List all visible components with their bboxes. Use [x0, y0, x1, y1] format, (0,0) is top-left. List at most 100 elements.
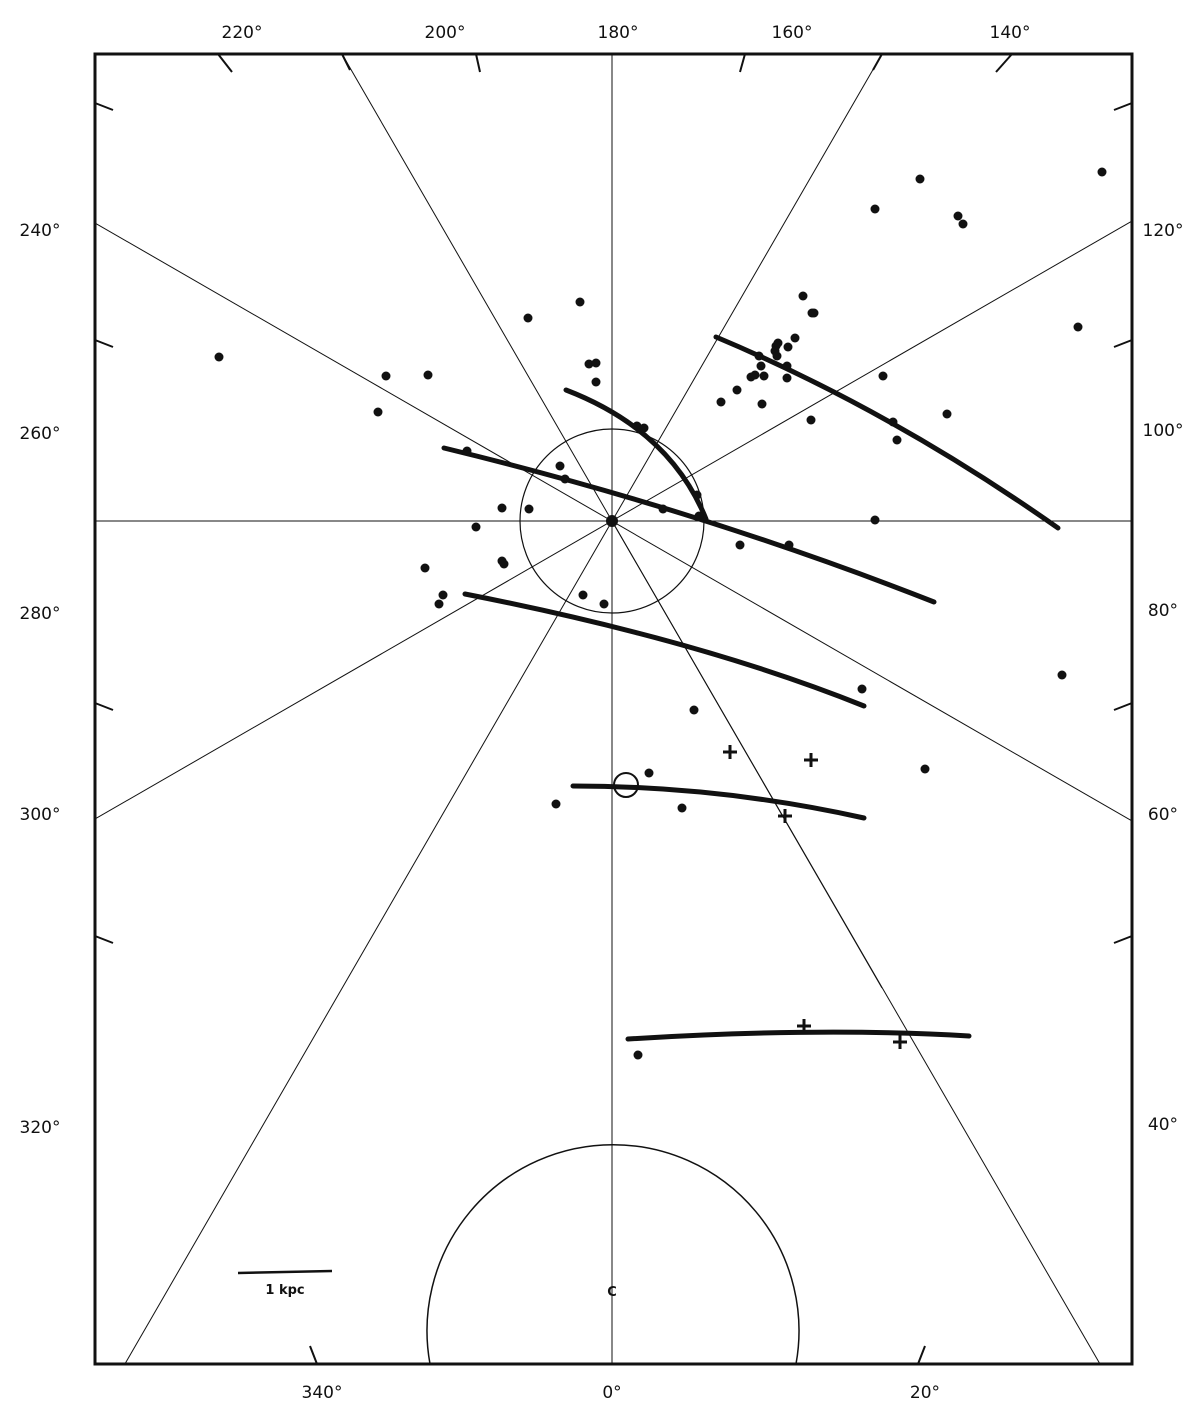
right-longitude-labels: 120° 100° 80° 60° 40°: [1143, 221, 1184, 1135]
object-dot: [784, 540, 794, 550]
radial-line-150-330: [124, 54, 883, 1364]
open-circle-marker: [613, 772, 639, 798]
object-dot: [870, 204, 880, 214]
object-dot: [773, 338, 783, 348]
object-dot: [523, 313, 533, 323]
object-dot: [420, 563, 430, 573]
object-dot: [782, 361, 792, 371]
right-label-80: 80°: [1148, 601, 1178, 621]
top-label-140: 140°: [990, 23, 1031, 43]
object-dots: [214, 167, 1107, 1060]
arm-segment-scutum: [625, 1029, 972, 1042]
radial-line-30-ext: [611, 520, 1101, 1364]
object-dot: [551, 799, 561, 809]
cross-marker: [804, 753, 818, 767]
object-dot: [373, 407, 383, 417]
object-dot: [857, 684, 867, 694]
scale-bar-label: 1 kpc: [265, 1283, 304, 1298]
object-dot: [633, 1050, 643, 1060]
object-dot: [806, 415, 816, 425]
object-dot: [783, 342, 793, 352]
radial-longitude-lines: [95, 54, 1132, 1364]
object-dot: [689, 705, 699, 715]
cross-marker: [893, 1035, 907, 1049]
object-dot: [658, 504, 668, 514]
object-dot: [591, 377, 601, 387]
object-dot: [497, 503, 507, 513]
top-label-200: 200°: [425, 23, 466, 43]
arm-segment-outer: [713, 334, 1061, 531]
object-dot: [1057, 670, 1067, 680]
left-label-260: 260°: [20, 424, 61, 444]
bottom-longitude-labels: 340° 0° 20°: [302, 1383, 941, 1403]
left-label-320: 320°: [20, 1118, 61, 1138]
object-dot: [750, 370, 760, 380]
object-dot: [870, 515, 880, 525]
object-dot: [632, 421, 642, 431]
cross-marker: [723, 745, 737, 759]
object-dot: [677, 803, 687, 813]
right-label-60: 60°: [1148, 805, 1178, 825]
object-dot: [434, 599, 444, 609]
object-dot: [471, 522, 481, 532]
object-dot: [555, 461, 565, 471]
cross-marker: [797, 1019, 811, 1033]
right-label-120: 120°: [1143, 221, 1184, 241]
sun-marker: [606, 515, 618, 527]
left-label-280: 280°: [20, 604, 61, 624]
object-dot: [639, 423, 649, 433]
object-dot: [584, 359, 594, 369]
object-dot: [942, 409, 952, 419]
cross-markers: [723, 745, 907, 1049]
arm-segment-sagittarius: [570, 783, 867, 821]
object-dot: [644, 768, 654, 778]
bottom-label-0: 0°: [602, 1383, 621, 1403]
object-dot: [790, 333, 800, 343]
object-dot: [798, 291, 808, 301]
left-label-300: 300°: [20, 805, 61, 825]
top-longitude-labels: 220° 200° 180° 160° 140°: [222, 23, 1031, 43]
object-dot: [591, 358, 601, 368]
object-dot: [575, 297, 585, 307]
object-dot: [214, 352, 224, 362]
object-dot: [560, 474, 570, 484]
map-frame: [93, 52, 1134, 1366]
top-label-220: 220°: [222, 23, 263, 43]
object-dot: [462, 446, 472, 456]
scale-bar: [237, 1269, 333, 1275]
object-dot: [732, 385, 742, 395]
spiral-arm-segments: [441, 334, 1061, 1042]
object-dot: [958, 219, 968, 229]
top-label-160: 160°: [772, 23, 813, 43]
object-dot: [694, 511, 704, 521]
cross-marker: [778, 809, 792, 823]
object-dot: [888, 417, 898, 427]
object-dot: [878, 371, 888, 381]
object-dot: [772, 351, 782, 361]
object-dot: [756, 361, 766, 371]
bottom-label-340: 340°: [302, 1383, 343, 1403]
object-dot: [423, 370, 433, 380]
object-dot: [809, 308, 819, 318]
object-dot: [524, 504, 534, 514]
object-dot: [438, 590, 448, 600]
right-label-100: 100°: [1143, 421, 1184, 441]
object-dot: [1073, 322, 1083, 332]
galactic-center-label: C: [607, 1285, 617, 1300]
object-dot: [578, 590, 588, 600]
galactic-center-circle: [426, 1143, 800, 1365]
top-label-180: 180°: [598, 23, 639, 43]
arm-segment-local: [441, 445, 937, 605]
object-dot: [692, 490, 702, 500]
object-dot: [1097, 167, 1107, 177]
right-label-40: 40°: [1148, 1115, 1178, 1135]
object-dot: [716, 397, 726, 407]
object-dot: [915, 174, 925, 184]
object-dot: [953, 211, 963, 221]
object-dot: [497, 556, 507, 566]
object-dot: [754, 351, 764, 361]
left-label-240: 240°: [20, 221, 61, 241]
object-dot: [599, 599, 609, 609]
object-dot: [892, 435, 902, 445]
